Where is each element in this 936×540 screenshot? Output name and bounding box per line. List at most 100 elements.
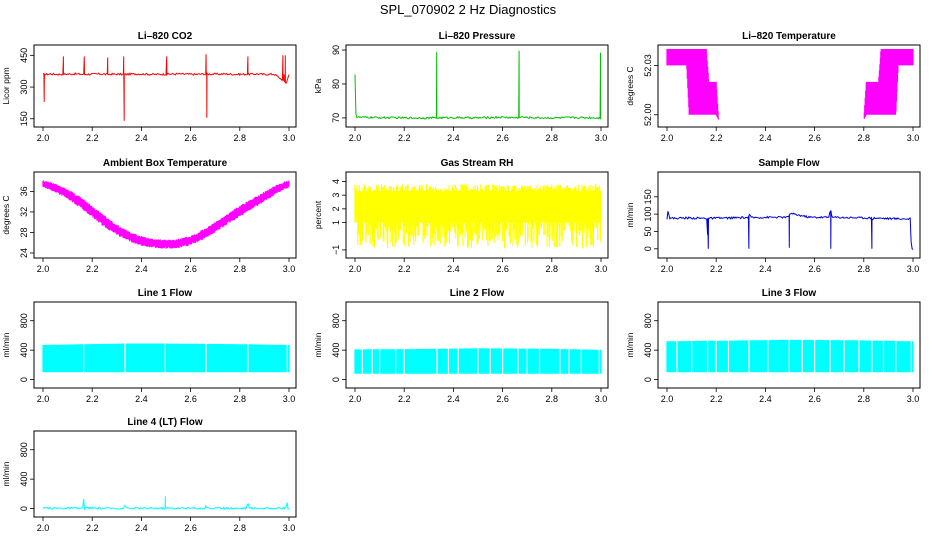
x-tick-label: 2.8 <box>234 133 247 143</box>
x-tick-label: 3.0 <box>907 264 920 274</box>
x-tick-label: 2.8 <box>546 264 559 274</box>
x-tick-label: 2.2 <box>86 523 99 533</box>
x-tick-label: 3.0 <box>283 264 296 274</box>
y-tick-label: 400 <box>643 343 653 358</box>
y-tick-label: 800 <box>19 442 29 457</box>
y-tick-label: 28 <box>19 227 29 237</box>
x-tick-label: 2.8 <box>234 264 247 274</box>
x-tick-label: 2.6 <box>184 133 197 143</box>
y-axis-label: ml/min <box>313 332 323 357</box>
x-tick-label: 2.2 <box>86 264 99 274</box>
x-tick-label: 2.8 <box>858 133 871 143</box>
chart-title: Li–820 Temperature <box>742 31 836 42</box>
series-band <box>666 339 914 373</box>
x-tick-label: 2.0 <box>349 264 362 274</box>
x-tick-label: 2.8 <box>858 264 871 274</box>
figure-title: SPL_070902 2 Hz Diagnostics <box>379 2 557 17</box>
x-tick-label: 2.8 <box>234 394 247 404</box>
y-tick-label: 24 <box>19 248 29 258</box>
x-tick-label: 2.0 <box>349 394 362 404</box>
x-tick-label: 2.2 <box>710 133 723 143</box>
x-tick-label: 2.4 <box>447 133 460 143</box>
y-tick-label: 80 <box>331 79 341 89</box>
x-tick-label: 2.8 <box>546 394 559 404</box>
chart-panel: Li–820 CO2 Licor ppm 2.0 2.2 2.4 2.6 2.8 3.0 150… <box>1 31 297 143</box>
chart-panel: Li–820 Pressure kPa 2.0 2.2 2.4 2.6 2.8 3.0 70 80… <box>313 31 609 143</box>
x-tick-label: 3.0 <box>907 133 920 143</box>
series-line <box>42 54 290 121</box>
x-tick-label: 3.0 <box>283 394 296 404</box>
chart-title: Li–820 Pressure <box>439 31 516 42</box>
y-tick-label: 400 <box>331 343 341 358</box>
chart-panel: Ambient Box Temperature degrees C 2.0 2.2 2.… <box>1 158 297 274</box>
y-tick-label: 800 <box>19 313 29 328</box>
series-band <box>354 184 602 249</box>
x-tick-label: 2.4 <box>759 133 772 143</box>
chart-title: Li–820 CO2 <box>138 31 193 42</box>
plot-frame <box>345 171 609 259</box>
x-tick-label: 2.0 <box>37 394 50 404</box>
x-tick-label: 2.2 <box>86 394 99 404</box>
y-tick-label: 0 <box>19 377 29 382</box>
x-tick-label: 2.6 <box>496 264 509 274</box>
x-tick-label: 2.0 <box>37 523 50 533</box>
chart-panel: Li–820 Temperature degrees C 2.0 2.2 2.4 2.6 2… <box>625 31 921 143</box>
y-axis-label: kPa <box>313 78 323 93</box>
x-tick-label: 2.6 <box>808 394 821 404</box>
x-tick-label: 2.0 <box>661 394 674 404</box>
x-tick-label: 2.6 <box>184 523 197 533</box>
x-tick-label: 2.2 <box>398 394 411 404</box>
x-tick-label: 2.2 <box>398 264 411 274</box>
x-tick-label: 2.8 <box>858 394 871 404</box>
y-tick-label: 3 <box>331 193 341 198</box>
chart-title: Line 4 (LT) Flow <box>127 417 203 428</box>
y-tick-label: 150 <box>643 189 653 204</box>
series-line <box>42 496 290 511</box>
x-tick-label: 2.2 <box>710 264 723 274</box>
plot-frame <box>33 301 297 389</box>
x-tick-label: 3.0 <box>283 523 296 533</box>
chart-title: Line 2 Flow <box>450 288 505 299</box>
plot-frame <box>345 44 609 128</box>
x-tick-label: 2.6 <box>808 264 821 274</box>
chart-title: Gas Stream RH <box>441 158 514 169</box>
series-band <box>42 343 290 373</box>
y-tick-label: 0 <box>19 506 29 511</box>
y-tick-label: 52.03 <box>643 54 653 77</box>
y-tick-label: 4 <box>331 179 341 184</box>
x-tick-label: 2.6 <box>184 394 197 404</box>
x-tick-label: 2.6 <box>496 394 509 404</box>
y-tick-label: 52.00 <box>643 104 653 127</box>
plot-frame <box>657 301 921 389</box>
x-tick-label: 2.4 <box>135 394 148 404</box>
y-tick-label: 32 <box>19 207 29 217</box>
y-tick-label: 800 <box>643 313 653 328</box>
x-tick-label: 3.0 <box>595 264 608 274</box>
y-tick-label: 36 <box>19 186 29 196</box>
y-axis-label: ml/min <box>625 332 635 357</box>
chart-panel: Gas Stream RH percent 2.0 2.2 2.4 2.6 2.8 3.0 −1… <box>313 158 609 274</box>
plot-frame <box>33 171 297 259</box>
y-axis-label: Licor ppm <box>1 67 11 104</box>
y-tick-label: 0 <box>331 377 341 382</box>
chart-panel: Line 4 (LT) Flow ml/min 2.0 2.2 2.4 2.6 2.8 3.0… <box>1 417 297 533</box>
chart-title: Line 3 Flow <box>762 288 817 299</box>
series-band <box>42 180 290 249</box>
chart-title: Line 1 Flow <box>138 288 193 299</box>
y-tick-label: 400 <box>19 343 29 358</box>
chart-title: Sample Flow <box>758 158 819 169</box>
x-tick-label: 3.0 <box>595 133 608 143</box>
x-tick-label: 2.0 <box>37 133 50 143</box>
x-tick-label: 2.4 <box>135 133 148 143</box>
x-tick-label: 2.6 <box>808 133 821 143</box>
series-line <box>354 50 602 120</box>
x-tick-label: 2.4 <box>447 264 460 274</box>
y-tick-label: 50 <box>643 226 653 236</box>
y-tick-label: −1 <box>331 245 341 255</box>
x-tick-label: 2.2 <box>398 133 411 143</box>
y-axis-label: percent <box>313 200 323 229</box>
y-tick-label: 800 <box>331 313 341 328</box>
x-tick-label: 2.8 <box>546 133 559 143</box>
x-tick-label: 2.4 <box>759 394 772 404</box>
y-tick-label: 100 <box>643 207 653 222</box>
